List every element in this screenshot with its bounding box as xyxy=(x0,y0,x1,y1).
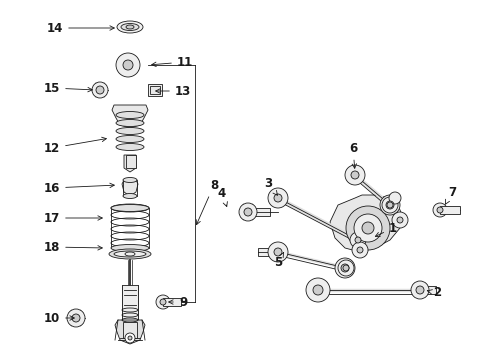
Text: 6: 6 xyxy=(348,141,356,168)
Circle shape xyxy=(92,82,108,98)
Bar xyxy=(258,248,275,256)
Circle shape xyxy=(351,242,367,258)
Ellipse shape xyxy=(123,194,137,198)
Ellipse shape xyxy=(116,127,143,135)
Circle shape xyxy=(334,258,354,278)
Polygon shape xyxy=(124,155,136,172)
Circle shape xyxy=(273,248,282,256)
Polygon shape xyxy=(112,105,148,128)
Bar xyxy=(419,286,435,294)
Circle shape xyxy=(353,214,381,242)
Bar xyxy=(150,86,160,94)
Circle shape xyxy=(345,165,364,185)
Circle shape xyxy=(436,207,442,213)
Circle shape xyxy=(346,206,389,250)
Bar xyxy=(126,155,136,168)
Ellipse shape xyxy=(117,21,142,33)
Text: 4: 4 xyxy=(218,186,227,207)
Ellipse shape xyxy=(121,23,139,31)
Circle shape xyxy=(354,237,360,243)
Circle shape xyxy=(410,281,428,299)
Ellipse shape xyxy=(116,144,143,150)
Circle shape xyxy=(156,295,170,309)
Text: 3: 3 xyxy=(264,176,277,195)
Circle shape xyxy=(386,202,392,208)
Text: 15: 15 xyxy=(44,81,92,95)
Bar xyxy=(163,298,181,306)
Circle shape xyxy=(312,285,323,295)
Circle shape xyxy=(385,201,393,209)
Circle shape xyxy=(391,212,407,228)
Polygon shape xyxy=(329,195,401,252)
Circle shape xyxy=(267,242,287,262)
Circle shape xyxy=(125,333,135,343)
Text: 11: 11 xyxy=(151,55,193,68)
Bar xyxy=(247,208,269,216)
Ellipse shape xyxy=(116,135,143,143)
Circle shape xyxy=(388,192,400,204)
Text: 13: 13 xyxy=(155,85,191,98)
Bar xyxy=(123,322,137,338)
Text: 9: 9 xyxy=(168,296,187,309)
Circle shape xyxy=(72,314,80,322)
Text: 1: 1 xyxy=(375,221,396,237)
Circle shape xyxy=(356,247,362,253)
Bar xyxy=(439,206,459,214)
Circle shape xyxy=(415,286,423,294)
Ellipse shape xyxy=(111,244,149,252)
Circle shape xyxy=(381,197,397,213)
Circle shape xyxy=(337,260,353,276)
Polygon shape xyxy=(115,320,145,344)
Ellipse shape xyxy=(123,177,137,183)
Text: 10: 10 xyxy=(44,311,74,324)
Circle shape xyxy=(350,171,358,179)
Polygon shape xyxy=(122,180,138,196)
Text: 8: 8 xyxy=(196,179,218,225)
Circle shape xyxy=(432,203,446,217)
Circle shape xyxy=(361,222,373,234)
Circle shape xyxy=(379,195,399,215)
Circle shape xyxy=(342,265,348,271)
Circle shape xyxy=(67,309,85,327)
Text: 2: 2 xyxy=(427,287,440,300)
Circle shape xyxy=(244,208,251,216)
Ellipse shape xyxy=(109,249,151,259)
Circle shape xyxy=(273,194,282,202)
Ellipse shape xyxy=(116,112,143,118)
Circle shape xyxy=(116,53,140,77)
Text: 17: 17 xyxy=(44,212,102,225)
Ellipse shape xyxy=(116,120,143,126)
Text: 7: 7 xyxy=(445,185,455,204)
Text: 18: 18 xyxy=(44,240,102,253)
Text: 14: 14 xyxy=(47,22,114,35)
Circle shape xyxy=(396,217,402,223)
Circle shape xyxy=(96,86,104,94)
Ellipse shape xyxy=(111,204,149,212)
Bar xyxy=(148,84,162,96)
Circle shape xyxy=(160,299,165,305)
Circle shape xyxy=(123,60,133,70)
Circle shape xyxy=(128,336,132,340)
Text: 5: 5 xyxy=(273,253,283,269)
Bar xyxy=(122,285,138,320)
Circle shape xyxy=(267,188,287,208)
Ellipse shape xyxy=(126,25,134,29)
Ellipse shape xyxy=(114,251,146,257)
Circle shape xyxy=(305,278,329,302)
Circle shape xyxy=(340,264,348,272)
Text: 16: 16 xyxy=(44,181,114,194)
Circle shape xyxy=(349,232,365,248)
Text: 12: 12 xyxy=(44,137,106,154)
Circle shape xyxy=(239,203,257,221)
